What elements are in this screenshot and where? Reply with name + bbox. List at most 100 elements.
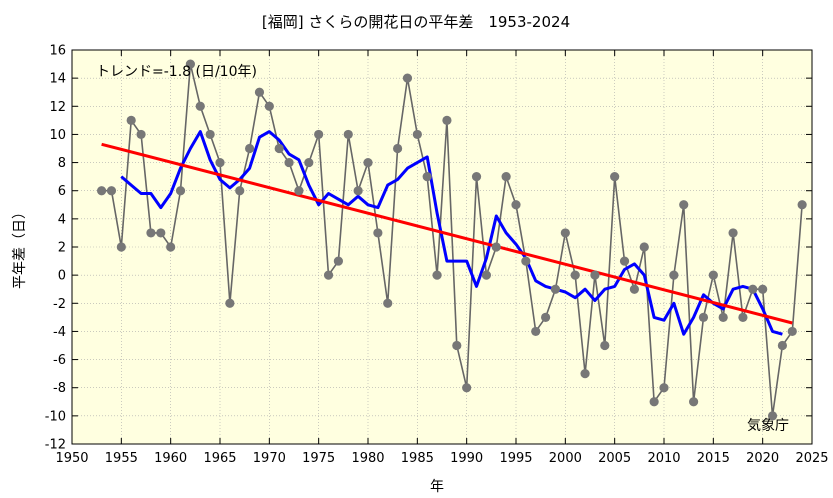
data-point — [471, 172, 482, 182]
data-point — [481, 270, 491, 280]
data-point — [245, 143, 255, 154]
trend-line — [101, 142, 793, 325]
data-point — [629, 284, 640, 294]
data-point — [491, 242, 501, 252]
y-tick-label: 16 — [49, 44, 66, 59]
data-point — [560, 228, 570, 238]
y-tick-label: 6 — [58, 184, 66, 199]
x-tick-label: 1950 — [55, 451, 88, 466]
observed-line — [101, 63, 803, 417]
data-point — [531, 326, 541, 337]
data-point — [541, 312, 551, 322]
data-point — [738, 312, 748, 322]
data-point — [718, 312, 728, 322]
trend-annotation: トレンド=-1.8 (日/10年) — [96, 64, 257, 80]
data-point — [254, 87, 265, 97]
data-point — [412, 129, 422, 140]
data-point — [126, 115, 136, 125]
x-tick-label: 1985 — [401, 451, 434, 466]
x-tick-label: 1955 — [105, 451, 138, 466]
data-point — [452, 340, 462, 351]
data-point — [758, 284, 768, 294]
data-point — [106, 186, 117, 196]
x-tick-label: 1990 — [450, 451, 483, 466]
data-point — [363, 157, 373, 168]
data-point — [679, 200, 689, 210]
y-axis-label: 平年差（日） — [12, 205, 28, 289]
x-tick-label: 2010 — [647, 451, 680, 466]
y-tick-label: 8 — [58, 156, 66, 171]
data-point — [689, 397, 699, 407]
data-point — [156, 228, 166, 238]
data-point — [393, 143, 403, 154]
x-tick-label: 2000 — [549, 451, 582, 466]
data-point — [511, 200, 521, 210]
data-point — [353, 186, 363, 196]
data-point — [195, 101, 205, 111]
source-label: 気象庁 — [747, 418, 789, 434]
data-point — [314, 129, 324, 140]
data-point — [225, 298, 235, 308]
data-point — [669, 270, 679, 280]
y-tick-label: -4 — [53, 325, 66, 340]
data-point — [550, 284, 561, 294]
y-tick-label: -2 — [53, 297, 66, 312]
y-tick-label: -10 — [45, 409, 66, 424]
data-point — [333, 256, 343, 266]
data-point — [649, 397, 659, 407]
y-tick-label: 12 — [49, 100, 66, 115]
data-point — [619, 256, 630, 266]
x-tick-label: 2025 — [795, 451, 828, 466]
moving-average-line — [120, 130, 783, 336]
series-layer — [97, 59, 807, 421]
data-point — [432, 270, 442, 280]
data-point — [97, 186, 107, 196]
x-axis-label: 年 — [430, 479, 444, 495]
data-point — [304, 157, 314, 168]
data-point — [264, 101, 274, 111]
data-point — [570, 270, 580, 280]
data-point — [343, 129, 353, 140]
data-point — [402, 73, 413, 83]
data-point — [373, 228, 383, 238]
y-tick-label: -8 — [53, 381, 66, 396]
y-tick-label: 14 — [49, 72, 66, 87]
data-point — [274, 143, 284, 154]
x-tick-label: 1995 — [499, 451, 532, 466]
data-point — [708, 270, 718, 280]
data-point — [284, 157, 294, 168]
ticks: 1950 1955 1960 1965 1970 1975 1980 1985 1990 1995… — [45, 44, 829, 467]
data-point — [590, 270, 600, 280]
data-point — [728, 228, 738, 238]
data-point — [422, 172, 432, 182]
data-point — [323, 270, 334, 280]
data-point — [787, 326, 797, 337]
data-point — [116, 242, 126, 252]
data-point — [580, 369, 590, 379]
data-point — [610, 172, 620, 182]
data-point — [442, 115, 452, 125]
data-point — [215, 157, 225, 168]
data-point — [797, 200, 807, 210]
y-tick-label: 4 — [58, 212, 66, 227]
data-point — [698, 312, 709, 322]
chart-title: [福岡] さくらの開花日の平年差 1953-2024 — [262, 13, 570, 31]
data-point — [659, 383, 669, 393]
data-point — [166, 242, 176, 252]
data-point — [462, 383, 472, 393]
x-tick-label: 2020 — [746, 451, 779, 466]
data-point — [383, 298, 393, 308]
y-tick-label: 0 — [58, 269, 66, 284]
data-point — [748, 284, 758, 294]
data-point — [501, 172, 511, 182]
data-point — [136, 129, 146, 140]
x-tick-label: 2005 — [598, 451, 631, 466]
grid — [72, 50, 812, 444]
x-tick-label: 1980 — [351, 451, 384, 466]
y-tick-label: -12 — [45, 438, 66, 453]
data-point — [175, 186, 186, 196]
y-tick-label: -6 — [53, 353, 66, 368]
data-point — [521, 256, 531, 266]
data-point — [185, 59, 195, 69]
